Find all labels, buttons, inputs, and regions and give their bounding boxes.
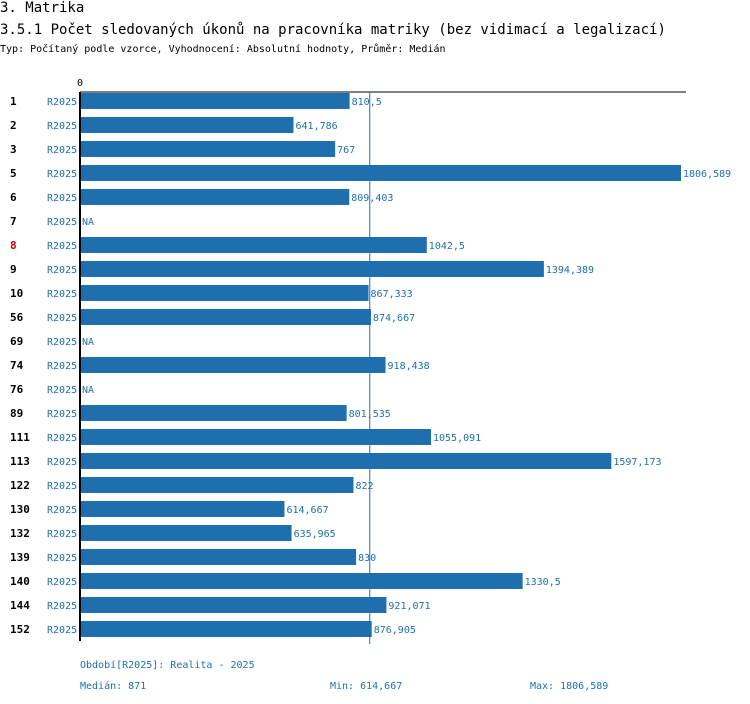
series-label: R2025: [47, 457, 77, 468]
row-id-label: 9: [10, 263, 17, 276]
bar: [80, 453, 612, 469]
bar-value-label: 1042,5: [429, 241, 465, 252]
bar-value-label: 874,667: [373, 313, 415, 324]
bar-value-label: 809,403: [351, 193, 393, 204]
series-label: R2025: [47, 145, 77, 156]
row-id-label: 76: [10, 383, 24, 396]
row-id-label: 152: [10, 623, 30, 636]
row-id-label: 1: [10, 95, 17, 108]
series-label: R2025: [47, 601, 77, 612]
row-id-label: 2: [10, 119, 17, 132]
section-heading: 3. Matrika: [0, 0, 85, 16]
bar: [80, 525, 292, 541]
bar-value-label: 867,333: [371, 289, 413, 300]
footer-period: Období[R2025]: Realita - 2025: [80, 660, 255, 671]
bar-value-label: 1806,589: [683, 169, 731, 180]
bar: [80, 117, 294, 133]
bar: [80, 237, 427, 253]
series-label: R2025: [47, 121, 77, 132]
row-id-label: 6: [10, 191, 17, 204]
bar-value-label: 1330,5: [525, 577, 561, 588]
series-label: R2025: [47, 337, 77, 348]
series-label: R2025: [47, 553, 77, 564]
bar-value-label: NA: [82, 337, 94, 348]
series-label: R2025: [47, 265, 77, 276]
row-id-label: 8: [10, 239, 17, 252]
bar-value-label: 767: [337, 145, 355, 156]
footer-median: Medián: 871: [80, 681, 147, 692]
bar: [80, 357, 386, 373]
bar-value-label: 822: [355, 481, 373, 492]
row-id-label: 139: [10, 551, 30, 564]
bar-value-label: 1394,389: [546, 265, 594, 276]
bar-value-label: 810,5: [352, 97, 382, 108]
series-label: R2025: [47, 193, 77, 204]
chart-title: 3.5.1 Počet sledovaných úkonů na pracovn…: [0, 22, 666, 38]
bar: [80, 141, 336, 157]
footer-min: Min: 614,667: [330, 681, 403, 692]
bar: [80, 429, 431, 445]
row-id-label: 69: [10, 335, 23, 348]
series-label: R2025: [47, 169, 77, 180]
series-label: R2025: [47, 433, 77, 444]
row-id-label: 130: [10, 503, 30, 516]
row-id-label: 89: [10, 407, 23, 420]
x-tick-label: 0: [77, 78, 83, 89]
bar-value-label: 1055,091: [433, 433, 481, 444]
row-id-label: 144: [10, 599, 30, 612]
series-label: R2025: [47, 289, 77, 300]
row-id-label: 5: [10, 167, 17, 180]
series-label: R2025: [47, 505, 77, 516]
series-label: R2025: [47, 481, 77, 492]
bar: [80, 573, 523, 589]
row-id-label: 10: [10, 287, 23, 300]
row-id-label: 56: [10, 311, 24, 324]
series-label: R2025: [47, 409, 77, 420]
bar-value-label: NA: [82, 217, 94, 228]
row-id-label: 113: [10, 455, 30, 468]
series-label: R2025: [47, 385, 77, 396]
bar-value-label: 876,905: [374, 625, 416, 636]
bar: [80, 597, 387, 613]
bar-value-label: 830: [358, 553, 376, 564]
series-label: R2025: [47, 625, 77, 636]
bar: [80, 477, 354, 493]
bar-value-label: 635,965: [294, 529, 336, 540]
row-id-label: 7: [10, 215, 17, 228]
bar: [80, 93, 350, 109]
chart-subtitle: Typ: Počítaný podle vzorce, Vyhodnocení:…: [0, 44, 446, 55]
row-id-label: 74: [10, 359, 24, 372]
bar-value-label: 801,535: [349, 409, 391, 420]
bar: [80, 549, 357, 565]
row-id-label: 140: [10, 575, 30, 588]
row-id-label: 122: [10, 479, 30, 492]
series-label: R2025: [47, 529, 77, 540]
bar: [80, 501, 285, 517]
bar: [80, 285, 369, 301]
row-id-label: 111: [10, 431, 30, 444]
row-id-label: 3: [10, 143, 17, 156]
bar-value-label: 918,438: [388, 361, 430, 372]
bar-value-label: 614,667: [286, 505, 328, 516]
bar: [80, 165, 681, 181]
footer-max: Max: 1806,589: [530, 681, 609, 692]
bar: [80, 189, 350, 205]
bar: [80, 621, 372, 637]
bar-value-label: 921,071: [388, 601, 430, 612]
series-label: R2025: [47, 241, 77, 252]
series-label: R2025: [47, 313, 77, 324]
bar: [80, 261, 544, 277]
series-label: R2025: [47, 97, 77, 108]
bar-value-label: 1597,173: [613, 457, 661, 468]
series-label: R2025: [47, 361, 77, 372]
row-id-label: 132: [10, 527, 30, 540]
bar-value-label: 641,786: [296, 121, 338, 132]
series-label: R2025: [47, 217, 77, 228]
bar: [80, 309, 371, 325]
bar: [80, 405, 347, 421]
series-label: R2025: [47, 577, 77, 588]
bar-value-label: NA: [82, 385, 94, 396]
